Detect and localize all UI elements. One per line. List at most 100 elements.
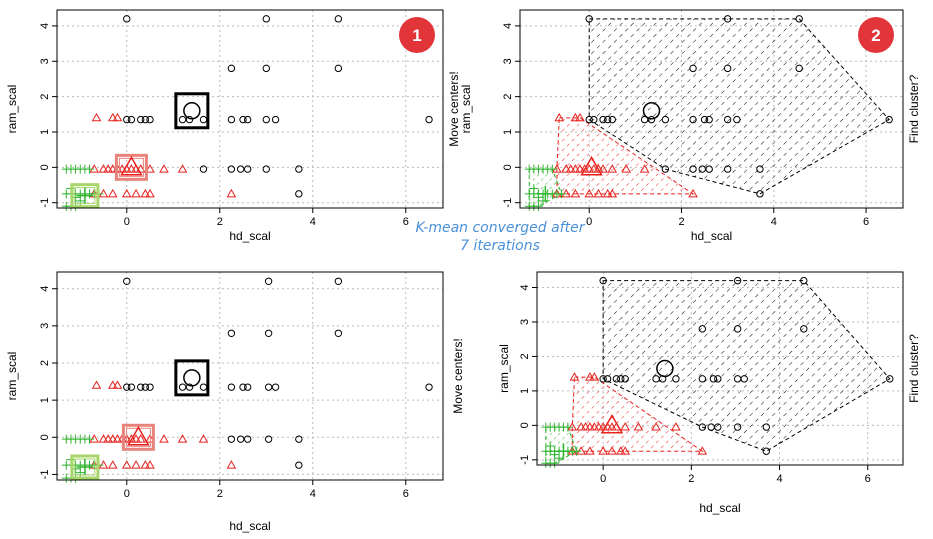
data-point-black (146, 115, 154, 124)
cluster-center-black (183, 102, 201, 120)
plot-frame (56, 271, 444, 481)
x-tick-label: 2 (678, 216, 684, 228)
data-point-green (85, 164, 95, 174)
data-point-red (107, 164, 118, 173)
data-point-red (589, 164, 599, 173)
cluster-center-red (600, 413, 624, 434)
data-point-black (425, 383, 433, 391)
data-point-black (295, 165, 303, 173)
data-point-red (639, 164, 650, 173)
data-point-black (661, 115, 670, 124)
y-tick-label: 2 (519, 353, 531, 359)
data-point-red (569, 372, 580, 381)
data-point-red (112, 434, 123, 443)
data-point-black (740, 375, 748, 383)
plot-panel-4: 0 2 4 6 -1 0 1 2 3 4 hd_scal ram_scal Find cluster? (497, 271, 921, 515)
data-point-red (565, 164, 576, 173)
data-point-black (141, 115, 150, 124)
y-tick-label: 3 (519, 319, 531, 325)
side-label: Move centers! (447, 71, 461, 146)
data-point-black (698, 165, 706, 173)
y-axis-title: ram_scal (459, 85, 473, 134)
y-tick-label: 0 (519, 422, 531, 428)
data-point-black (603, 375, 612, 383)
y-tick-label: 3 (502, 58, 514, 64)
data-point-black (733, 276, 742, 285)
plot-panel-2: 0 2 4 6 -1 0 1 2 3 4 hd_scal ram_scal Find cluster? 2 (459, 9, 921, 243)
data-point-green (563, 422, 573, 432)
data-point-red (145, 460, 155, 469)
data-point-black (714, 423, 722, 431)
data-point-green (554, 453, 564, 463)
data-point-black (762, 423, 771, 431)
data-point-black (264, 329, 273, 337)
data-point-red (117, 164, 127, 173)
data-point-red (112, 112, 123, 122)
data-point-red (651, 422, 661, 431)
data-point-black (689, 64, 697, 73)
data-point-black (227, 64, 236, 73)
data-point-red (159, 164, 169, 173)
data-point-black (334, 15, 343, 23)
data-point-red (121, 188, 132, 198)
x-tick-label: 0 (124, 216, 130, 228)
cluster-hull-black (588, 18, 890, 195)
data-point-red (589, 372, 600, 381)
data-point-red (688, 188, 698, 198)
data-point-black (608, 115, 616, 124)
y-axis-title: ram_scal (5, 352, 19, 401)
data-point-black (723, 15, 732, 23)
data-point-red (91, 380, 102, 389)
data-point-red (633, 422, 644, 431)
data-point-black (599, 375, 607, 383)
x-tick-label: 2 (217, 216, 223, 228)
data-point-red (131, 434, 141, 443)
data-point-black (885, 115, 893, 124)
data-point-red (226, 188, 237, 198)
data-point-black (733, 423, 742, 431)
data-point-red (602, 188, 613, 198)
data-point-red (98, 434, 109, 443)
y-tick-label: -1 (502, 198, 514, 208)
y-tick-label: 4 (502, 23, 514, 29)
step-badge (858, 17, 894, 53)
data-point-black (617, 375, 625, 383)
data-point-red (575, 164, 585, 173)
y-tick-label: 3 (39, 58, 51, 64)
data-point-red (107, 434, 118, 443)
data-point-black (886, 375, 894, 383)
data-point-black (698, 375, 707, 383)
data-point-black (425, 115, 433, 124)
data-point-red (135, 434, 146, 443)
data-point-red (198, 434, 209, 443)
cluster-center-green (76, 459, 93, 475)
data-point-black (585, 115, 593, 124)
x-axis-title: hd_scal (229, 229, 270, 243)
data-point-black (178, 115, 187, 124)
data-point-red (575, 112, 585, 122)
data-point-black (127, 115, 136, 124)
data-point-black (185, 383, 194, 391)
y-axis-title: ram_scal (497, 344, 511, 393)
cluster-hull-black (602, 280, 891, 452)
y-tick-label: 4 (39, 23, 51, 29)
data-point-black (264, 383, 273, 391)
data-point-black (334, 329, 343, 337)
x-tick-label: 4 (310, 488, 316, 500)
data-point-black (756, 165, 764, 173)
data-point-black (705, 165, 713, 173)
data-point-black (621, 375, 629, 383)
data-point-red (98, 164, 109, 173)
data-point-black (178, 383, 187, 391)
data-point-red (621, 164, 631, 173)
data-point-green (75, 468, 85, 478)
center-highlight-box-black (174, 359, 210, 397)
data-point-red (131, 460, 141, 469)
data-point-green (557, 189, 567, 199)
data-point-red (570, 164, 581, 173)
data-point-black (264, 435, 273, 443)
x-tick-label: 2 (217, 488, 223, 500)
data-point-black (800, 325, 808, 333)
data-point-black (733, 115, 741, 124)
data-point-black (185, 115, 194, 124)
